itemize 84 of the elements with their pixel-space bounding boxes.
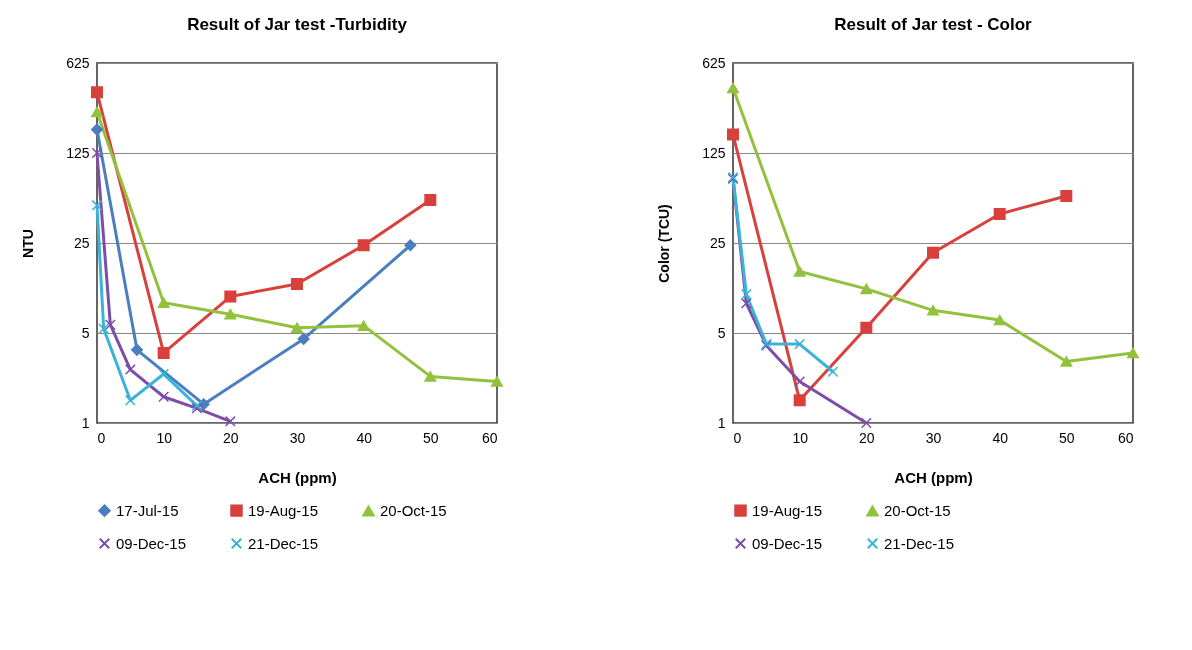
point (357, 320, 370, 331)
x-tick-label: 50 (423, 429, 439, 446)
legend-label: 09-Dec-15 (752, 534, 823, 552)
chart-title: Result of Jar test - Color (834, 15, 1033, 34)
x-tick-label: 40 (356, 429, 373, 446)
point (860, 283, 873, 295)
point (927, 305, 939, 316)
point (104, 319, 116, 331)
point (91, 86, 103, 99)
x-axis-title: ACH (ppm) (894, 468, 973, 486)
y-tick-label: 625 (66, 54, 90, 71)
point (827, 366, 839, 378)
point (793, 394, 806, 407)
x-tick-label: 60 (481, 429, 498, 446)
legend-label: 20-Oct-15 (884, 501, 951, 519)
point (91, 123, 103, 136)
point (124, 364, 136, 376)
point (1060, 189, 1073, 202)
point (158, 391, 170, 403)
point (158, 368, 170, 380)
point (91, 106, 103, 118)
legend-label: 09-Dec-15 (116, 534, 187, 552)
point (1127, 347, 1139, 359)
point (424, 371, 437, 382)
chart-title: Result of Jar test -Turbidity (187, 15, 408, 34)
point (860, 417, 872, 429)
point (98, 323, 110, 335)
x-tick-label: 10 (792, 429, 809, 446)
point (491, 376, 503, 387)
point (740, 297, 752, 309)
x-tick-label: 20 (859, 429, 875, 446)
y-tick-label: 5 (81, 324, 90, 341)
point (91, 199, 103, 211)
point (224, 290, 237, 303)
point (404, 239, 417, 252)
y-tick-label: 25 (709, 234, 726, 251)
x-tick-label: 30 (925, 429, 942, 446)
y-tick-label: 1 (81, 414, 90, 431)
x-axis-title: ACH (ppm) (258, 468, 337, 486)
point (291, 278, 303, 291)
x-tick-label: 0 (97, 429, 106, 446)
y-tick-label: 5 (717, 324, 726, 341)
x-tick-label: 40 (992, 429, 1009, 446)
point (131, 343, 143, 356)
point (157, 297, 170, 308)
y-axis-title: Color (TCU) (656, 204, 673, 283)
y-tick-label: 1 (717, 414, 726, 431)
point (993, 207, 1006, 220)
y-tick-label: 25 (73, 234, 90, 251)
point (1060, 356, 1073, 367)
point (860, 321, 873, 334)
legend-label: 19-Aug-15 (248, 501, 319, 519)
x-tick-label: 10 (156, 429, 173, 446)
y-tick-label: 625 (702, 54, 726, 71)
point (291, 322, 303, 333)
point (727, 82, 739, 94)
x-tick-label: 60 (1117, 429, 1134, 446)
point (927, 246, 939, 259)
x-tick-label: 0 (733, 429, 742, 446)
legend-label: 21-Dec-15 (884, 534, 955, 552)
point (224, 308, 237, 320)
point (224, 415, 236, 427)
point (157, 346, 170, 359)
x-tick-label: 20 (223, 429, 239, 446)
y-tick-label: 125 (66, 144, 90, 161)
legend-label: 20-Oct-15 (380, 501, 447, 519)
point (124, 394, 136, 406)
point (793, 266, 806, 277)
legend-label: 17-Jul-15 (116, 501, 179, 519)
x-tick-label: 30 (289, 429, 306, 446)
legend-label: 19-Aug-15 (752, 501, 823, 519)
point (357, 239, 370, 252)
x-tick-label: 50 (1059, 429, 1075, 446)
point (727, 128, 739, 141)
point (91, 147, 103, 159)
legend-label: 21-Dec-15 (248, 534, 319, 552)
point (297, 332, 310, 345)
point (794, 376, 806, 387)
point (740, 288, 752, 300)
point (993, 314, 1006, 326)
point (794, 338, 806, 350)
y-axis-title: NTU (20, 229, 37, 258)
y-tick-label: 125 (702, 144, 726, 161)
point (424, 193, 437, 206)
